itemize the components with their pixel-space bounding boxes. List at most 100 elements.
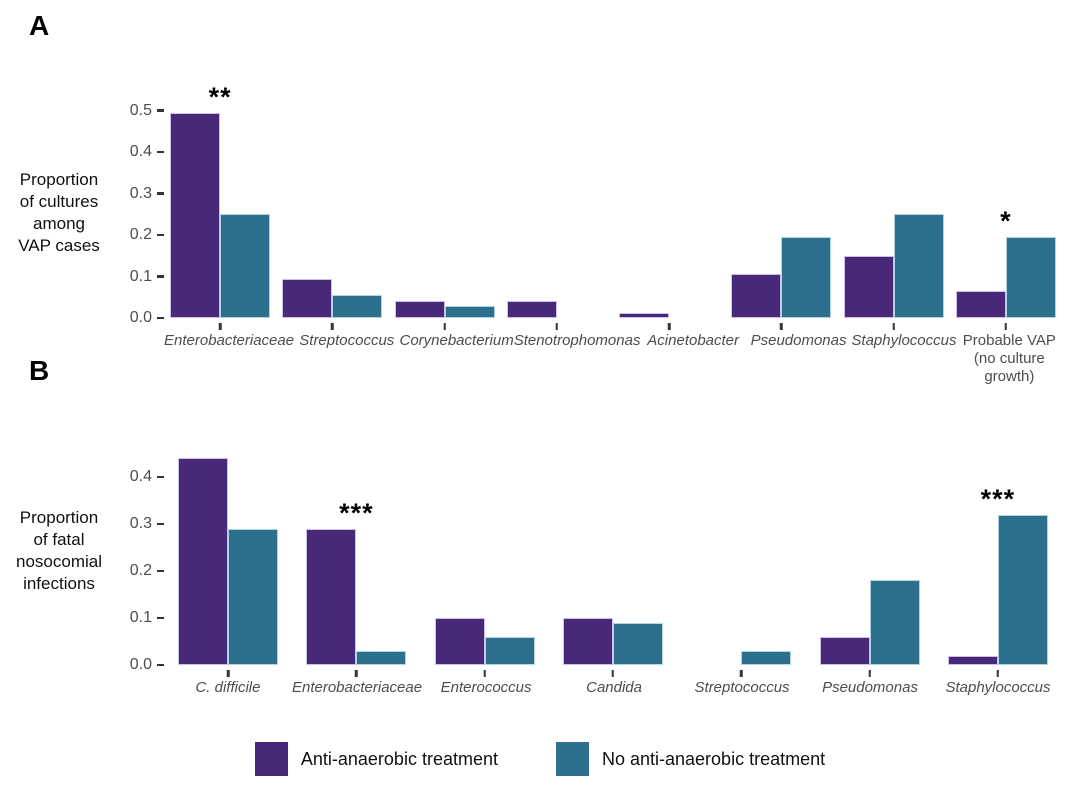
y-tick-mark [157,569,164,573]
significance-marker: * [1000,206,1012,237]
panel-b: Proportion of fatal nosocomial infections 0… [0,437,1080,697]
y-tick-mark [157,150,164,154]
y-tick-0.3: 0.3 [130,514,164,534]
bar-no-anti-anaerobic [228,528,279,665]
category-label: Pseudomonas [750,332,847,349]
bar-no-anti-anaerobic [220,214,271,318]
category-label: Streptococcus [694,679,790,696]
category-label: Corynebacterium [399,332,514,349]
bar-group-corynebacterium [389,84,501,330]
y-tick-mark [157,475,164,479]
bar-anti-anaerobic [731,274,782,318]
x-tick-mark [218,323,222,330]
x-tick-mark [780,323,783,330]
bar-group-probable-vap: * [950,84,1062,330]
y-tick-label: 0.4 [129,468,152,485]
panel-a: Proportion of cultures among VAP cases 0.0 0… [0,83,1080,386]
bar-group-stenotrophomonas [501,84,613,330]
bar-anti-anaerobic [178,458,229,665]
bar-group-staphylococcus [838,84,950,330]
panel-b-label: B [29,355,50,386]
bar-no-anti-anaerobic [1005,237,1056,318]
x-tick-mark [611,670,615,677]
bar-group-c-difficile [164,437,292,677]
category-label: Stenotrophomonas [513,332,641,349]
category-label: Streptococcus [299,332,395,349]
bar-anti-anaerobic [819,636,870,665]
category-label: C. difficile [195,679,261,696]
bar-anti-anaerobic [506,301,557,318]
legend-item-anti-anaerobic: Anti-anaerobic treatment [254,742,498,776]
legend-swatch-anti-anaerobic [254,742,288,776]
y-tick-0.2: 0.2 [130,225,164,245]
category-label: Pseudomonas [822,679,918,696]
plot-column-b: *** *** C. difficile Enterobacteriaceae Ent… [164,437,1062,697]
bar-anti-anaerobic [619,312,670,318]
category-label: Enterococcus [440,679,532,696]
legend-swatch-no-anti-anaerobic [555,742,589,776]
y-tick-0.1: 0.1 [130,608,164,628]
y-tick-label: 0.2 [129,562,152,579]
bar-group-streptococcus [276,84,388,330]
y-tick-0.4: 0.4 [130,142,164,162]
legend-label-anti-anaerobic: Anti-anaerobic treatment [300,748,498,769]
category-label: Staphylococcus [945,679,1051,696]
x-tick-mark [331,323,334,330]
bar-no-anti-anaerobic [612,622,663,665]
x-tick-mark [443,323,446,330]
bar-group-pseudomonas [805,437,933,677]
y-tick-mark [157,522,164,526]
significance-marker: *** [980,483,1016,514]
bar-anti-anaerobic [434,618,485,665]
bar-anti-anaerobic [394,301,445,318]
x-tick-mark [892,323,895,330]
x-tick-mark [740,670,743,677]
x-axis-labels-b: C. difficile Enterobacteriaceae Enterococc… [164,679,1062,697]
bar-anti-anaerobic [947,655,998,665]
legend-label-no-anti-anaerobic: No anti-anaerobic treatment [601,748,826,769]
panel-a-label: A [29,10,50,41]
x-tick-mark [483,670,486,677]
y-tick-mark [157,616,164,620]
bar-no-anti-anaerobic [741,650,792,665]
y-tick-mark [157,275,164,278]
bar-anti-anaerobic [282,278,333,318]
category-label: Probable VAP (no culture growth) [962,332,1056,385]
x-tick-mark [226,670,230,677]
bar-no-anti-anaerobic [781,237,832,318]
category-label: Staphylococcus [851,332,957,349]
bar-group-streptococcus [677,437,805,677]
category-label: Candida [586,679,642,696]
bar-no-anti-anaerobic [332,295,383,318]
x-tick-mark [1004,323,1008,330]
y-axis-a: 0.0 0.1 0.2 0.3 0.4 0.5 [118,84,164,326]
y-tick-label: 0.4 [129,143,152,160]
y-tick-0.5: 0.5 [130,101,164,121]
y-tick-mark [157,316,164,320]
bar-no-anti-anaerobic [444,305,495,318]
y-axis-title-column-b: Proportion of fatal nosocomial infections [0,437,118,665]
bar-group-enterococcus [421,437,549,677]
bar-group-acinetobacter [613,84,725,330]
y-tick-0.1: 0.1 [130,267,164,287]
legend-item-no-anti-anaerobic: No anti-anaerobic treatment [555,742,826,776]
plot-column-a: ** * Enterobacteriaceae Streptococcus Coryn… [164,83,1062,386]
bar-no-anti-anaerobic [484,636,535,665]
x-tick-mark [868,670,871,677]
y-tick-label: 0.3 [129,515,152,532]
y-tick-0.2: 0.2 [130,561,164,581]
y-axis-title-column-a: Proportion of cultures among VAP cases [0,84,118,318]
bar-anti-anaerobic [955,291,1006,318]
y-axis-title-b: Proportion of fatal nosocomial infections [16,508,102,593]
bar-group-candida [549,437,677,677]
x-tick-mark [667,323,671,330]
y-tick-label: 0.1 [129,267,152,285]
bar-anti-anaerobic [306,528,357,665]
x-tick-mark [355,670,358,677]
y-tick-0.4: 0.4 [130,467,164,487]
y-tick-label: 0.0 [129,656,152,673]
y-tick-mark [157,663,164,667]
y-tick-0.0: 0.0 [130,308,164,328]
y-tick-mark [157,233,164,237]
